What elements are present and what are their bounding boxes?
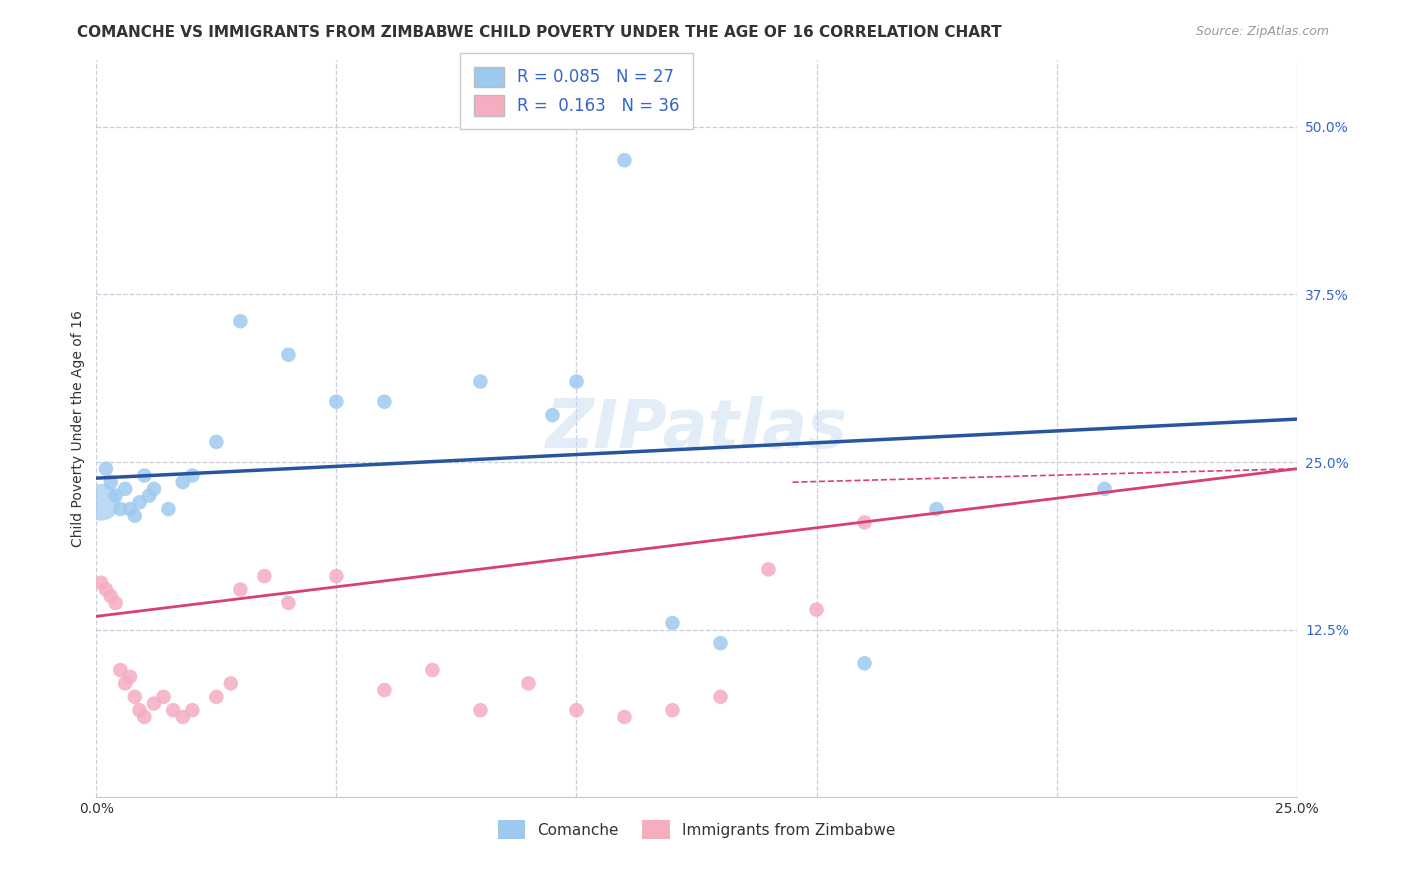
Point: [181, 703, 204, 717]
Y-axis label: Child Poverty Under the Age of 16: Child Poverty Under the Age of 16: [72, 310, 86, 547]
Point: [114, 482, 136, 496]
Point: [925, 502, 948, 516]
Point: [373, 394, 395, 409]
Point: [162, 703, 184, 717]
Point: [277, 596, 299, 610]
Point: [219, 676, 242, 690]
Point: [1094, 482, 1116, 496]
Point: [172, 475, 194, 490]
Point: [104, 596, 127, 610]
Point: [229, 314, 252, 328]
Point: [517, 676, 540, 690]
Point: [143, 482, 166, 496]
Point: [138, 489, 160, 503]
Point: [661, 615, 683, 630]
Point: [128, 495, 150, 509]
Point: [373, 683, 395, 698]
Point: [104, 489, 127, 503]
Legend: Comanche, Immigrants from Zimbabwe: Comanche, Immigrants from Zimbabwe: [492, 814, 901, 845]
Point: [758, 562, 780, 576]
Point: [709, 636, 731, 650]
Point: [134, 710, 156, 724]
Point: [90, 575, 112, 590]
Point: [853, 516, 876, 530]
Point: [277, 348, 299, 362]
Point: [470, 703, 492, 717]
Point: [565, 703, 588, 717]
Point: [229, 582, 252, 597]
Point: [134, 468, 156, 483]
Point: [124, 690, 146, 704]
Point: [253, 569, 276, 583]
Point: [110, 663, 132, 677]
Text: COMANCHE VS IMMIGRANTS FROM ZIMBABWE CHILD POVERTY UNDER THE AGE OF 16 CORRELATI: COMANCHE VS IMMIGRANTS FROM ZIMBABWE CHI…: [77, 25, 1002, 40]
Point: [205, 434, 228, 449]
Point: [613, 153, 636, 168]
Point: [100, 475, 122, 490]
Text: ZIPatlas: ZIPatlas: [546, 395, 848, 461]
Text: Source: ZipAtlas.com: Source: ZipAtlas.com: [1195, 25, 1329, 38]
Point: [114, 676, 136, 690]
Point: [152, 690, 174, 704]
Point: [128, 703, 150, 717]
Point: [853, 657, 876, 671]
Point: [541, 408, 564, 422]
Point: [94, 582, 117, 597]
Point: [94, 462, 117, 476]
Point: [143, 697, 166, 711]
Point: [181, 468, 204, 483]
Point: [613, 710, 636, 724]
Point: [90, 495, 112, 509]
Point: [157, 502, 180, 516]
Point: [172, 710, 194, 724]
Point: [124, 508, 146, 523]
Point: [422, 663, 444, 677]
Point: [118, 502, 141, 516]
Point: [100, 589, 122, 603]
Point: [661, 703, 683, 717]
Point: [110, 502, 132, 516]
Point: [205, 690, 228, 704]
Point: [325, 569, 347, 583]
Point: [806, 602, 828, 616]
Point: [470, 375, 492, 389]
Point: [565, 375, 588, 389]
Point: [709, 690, 731, 704]
Point: [325, 394, 347, 409]
Point: [118, 670, 141, 684]
